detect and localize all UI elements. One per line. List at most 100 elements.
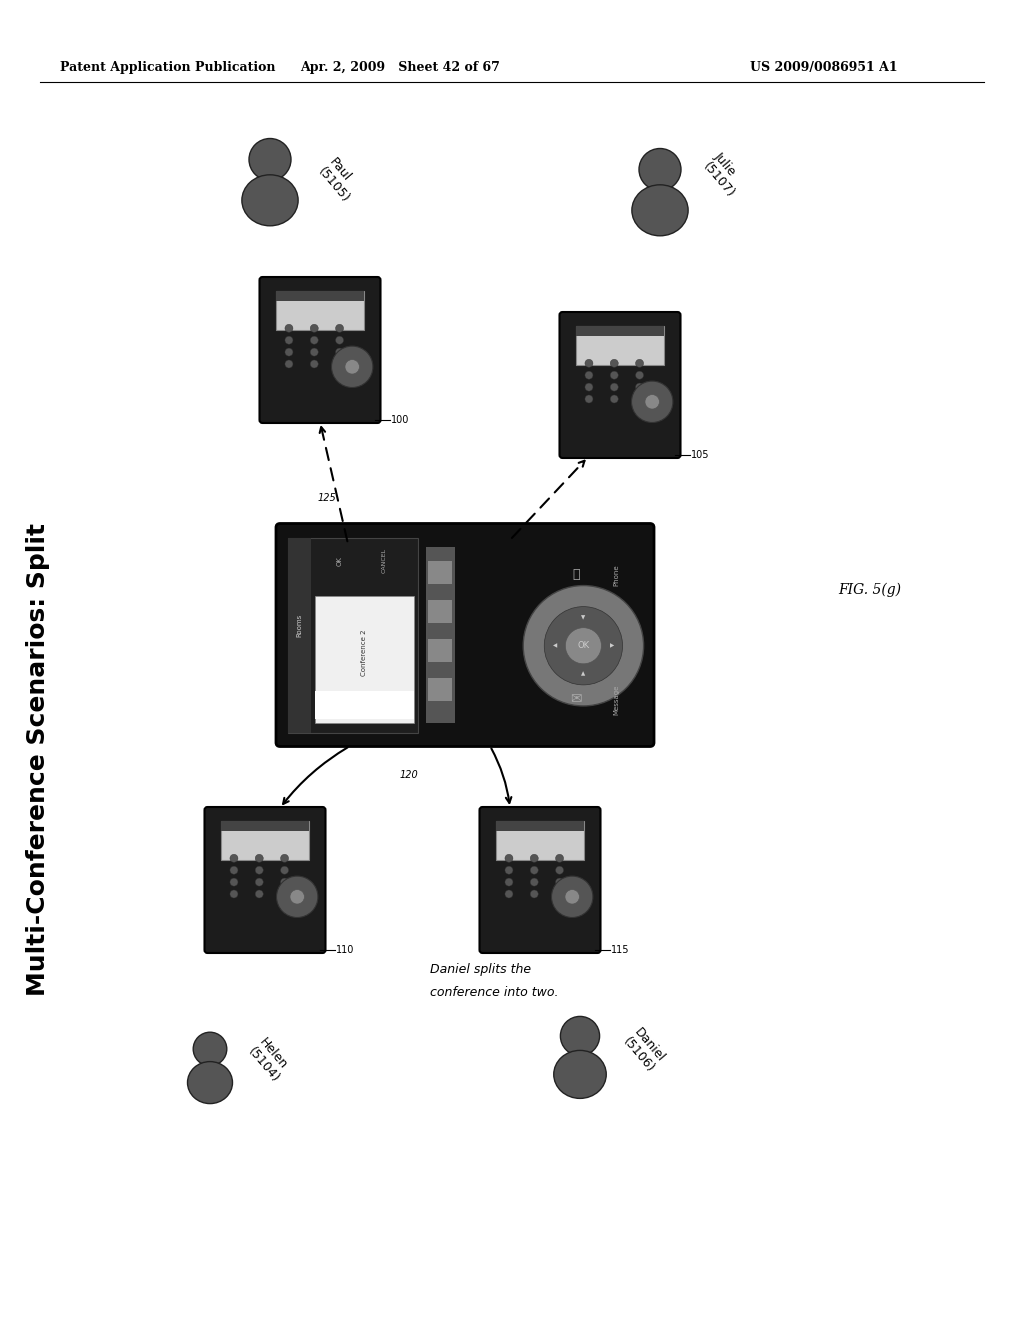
Circle shape	[345, 359, 359, 374]
Circle shape	[336, 360, 343, 368]
Text: 120: 120	[400, 770, 419, 780]
Circle shape	[230, 878, 238, 886]
Ellipse shape	[554, 1051, 606, 1098]
FancyBboxPatch shape	[221, 821, 308, 832]
Text: Julie
(5107): Julie (5107)	[700, 150, 749, 201]
Circle shape	[632, 381, 673, 422]
Circle shape	[332, 346, 373, 388]
Circle shape	[194, 1032, 226, 1065]
Circle shape	[230, 890, 238, 898]
FancyBboxPatch shape	[259, 277, 381, 422]
Circle shape	[556, 854, 563, 862]
Text: 110: 110	[336, 945, 354, 954]
Circle shape	[610, 383, 618, 391]
FancyBboxPatch shape	[497, 821, 584, 861]
Ellipse shape	[187, 1061, 232, 1104]
Circle shape	[560, 1016, 600, 1056]
FancyBboxPatch shape	[315, 597, 414, 723]
Circle shape	[505, 890, 513, 898]
Circle shape	[230, 866, 238, 874]
Circle shape	[285, 348, 293, 356]
Circle shape	[565, 628, 601, 664]
Text: Phone: Phone	[613, 564, 618, 586]
Circle shape	[610, 371, 618, 379]
Text: Daniel
(5106): Daniel (5106)	[620, 1026, 668, 1074]
Circle shape	[310, 360, 318, 368]
Text: OK: OK	[578, 642, 590, 651]
Text: Rooms: Rooms	[297, 614, 303, 636]
Circle shape	[249, 139, 291, 181]
Text: Paul
(5105): Paul (5105)	[315, 156, 364, 205]
FancyBboxPatch shape	[276, 292, 364, 330]
FancyBboxPatch shape	[577, 326, 664, 366]
Circle shape	[585, 383, 593, 391]
Circle shape	[545, 607, 623, 685]
FancyBboxPatch shape	[577, 326, 664, 337]
Circle shape	[230, 854, 238, 862]
Circle shape	[505, 878, 513, 886]
Circle shape	[610, 359, 618, 367]
Circle shape	[636, 395, 643, 403]
Text: ▼: ▼	[582, 615, 586, 620]
FancyBboxPatch shape	[497, 821, 584, 832]
Circle shape	[552, 876, 593, 917]
FancyBboxPatch shape	[428, 678, 453, 701]
Text: ◀: ◀	[553, 643, 557, 648]
Circle shape	[255, 890, 263, 898]
Text: 115: 115	[611, 945, 630, 954]
Text: ▲: ▲	[582, 672, 586, 677]
Text: Daniel splits the: Daniel splits the	[430, 964, 531, 977]
Text: US 2009/0086951 A1: US 2009/0086951 A1	[750, 62, 898, 74]
Text: OK: OK	[337, 556, 343, 566]
Circle shape	[585, 359, 593, 367]
FancyBboxPatch shape	[288, 537, 311, 733]
Text: Multi-Conference Scenarios: Split: Multi-Conference Scenarios: Split	[26, 524, 50, 997]
Text: Patent Application Publication: Patent Application Publication	[60, 62, 275, 74]
Circle shape	[310, 348, 318, 356]
Text: Helen
(5104): Helen (5104)	[245, 1035, 293, 1085]
Text: 100: 100	[391, 414, 410, 425]
FancyBboxPatch shape	[479, 807, 600, 953]
Circle shape	[310, 325, 318, 333]
FancyBboxPatch shape	[428, 599, 453, 623]
Text: 📞: 📞	[572, 569, 580, 581]
Circle shape	[585, 371, 593, 379]
Circle shape	[336, 325, 343, 333]
Circle shape	[336, 348, 343, 356]
Circle shape	[336, 337, 343, 345]
FancyBboxPatch shape	[315, 692, 414, 719]
Circle shape	[636, 383, 643, 391]
Circle shape	[505, 854, 513, 862]
Circle shape	[281, 878, 289, 886]
Circle shape	[636, 359, 643, 367]
Text: ✉: ✉	[570, 693, 582, 706]
Circle shape	[530, 854, 539, 862]
Text: ▶: ▶	[609, 643, 613, 648]
FancyBboxPatch shape	[559, 312, 681, 458]
Text: CANCEL: CANCEL	[382, 548, 386, 573]
Ellipse shape	[242, 174, 298, 226]
Circle shape	[505, 866, 513, 874]
Circle shape	[285, 337, 293, 345]
Circle shape	[255, 866, 263, 874]
FancyBboxPatch shape	[428, 639, 453, 663]
Text: conference into two.: conference into two.	[430, 986, 558, 998]
Circle shape	[556, 866, 563, 874]
Circle shape	[530, 890, 539, 898]
Text: 125: 125	[318, 492, 337, 503]
Circle shape	[530, 866, 539, 874]
Text: FIG. 5(g): FIG. 5(g)	[839, 583, 901, 597]
Circle shape	[523, 586, 644, 706]
FancyBboxPatch shape	[205, 807, 326, 953]
Circle shape	[290, 890, 304, 904]
Text: Conference 2: Conference 2	[361, 630, 368, 676]
Circle shape	[281, 866, 289, 874]
Circle shape	[556, 878, 563, 886]
Circle shape	[565, 890, 580, 904]
Circle shape	[281, 890, 289, 898]
Circle shape	[281, 854, 289, 862]
FancyBboxPatch shape	[276, 292, 364, 301]
Circle shape	[255, 878, 263, 886]
Circle shape	[310, 337, 318, 345]
Circle shape	[636, 371, 643, 379]
